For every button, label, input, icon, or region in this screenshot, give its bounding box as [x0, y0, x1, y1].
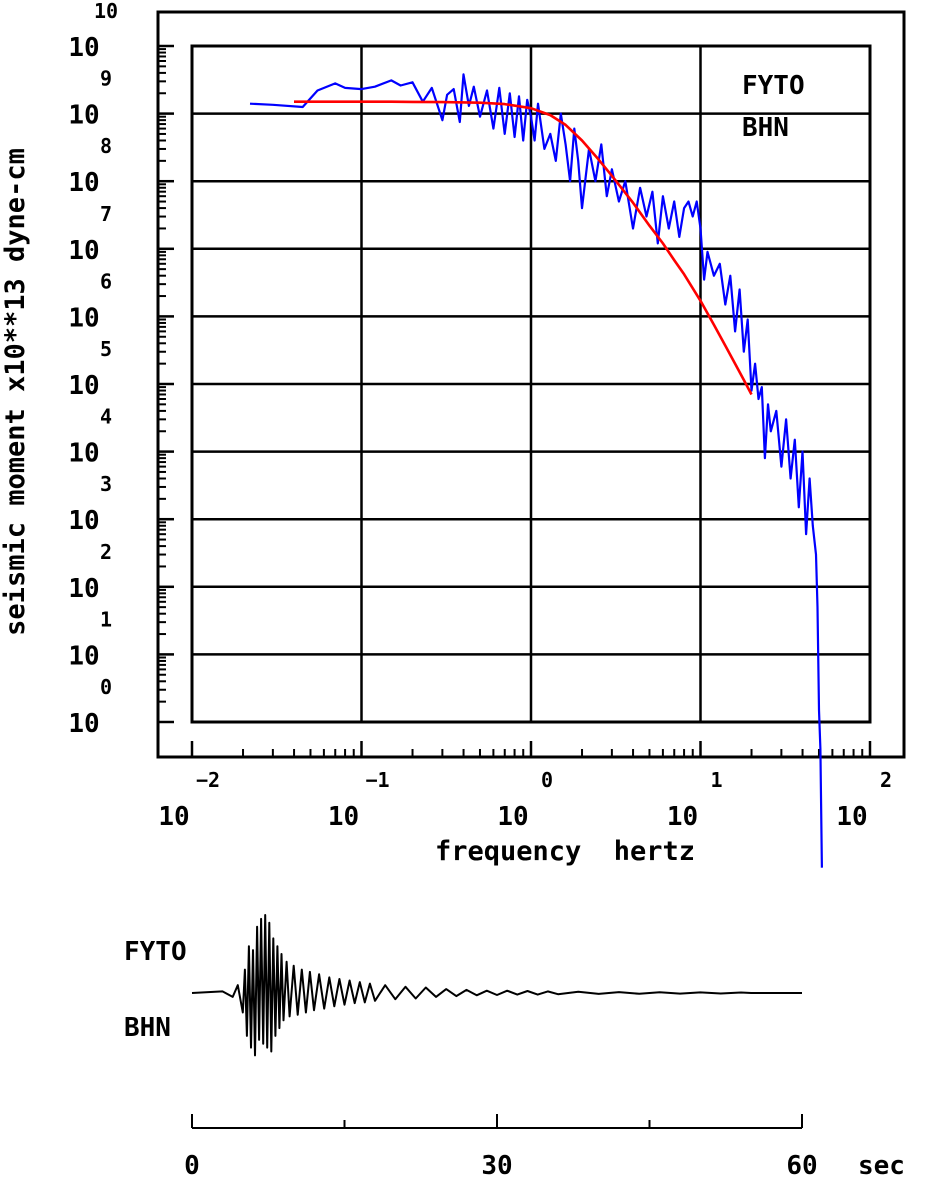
y-tick-exponent: 9: [100, 67, 112, 91]
y-tick-exponent: 2: [100, 540, 112, 564]
y-tick-exponent: 10: [94, 0, 118, 23]
y-tick-base: 10: [68, 371, 99, 401]
spectrum-x-axis-title: frequency hertz: [435, 836, 695, 867]
y-tick-base: 10: [68, 506, 99, 536]
y-tick-base: 10: [68, 641, 99, 671]
y-tick-base: 10: [68, 709, 99, 739]
y-tick-exponent: 5: [100, 337, 112, 361]
time-tick-label: 30: [481, 1151, 512, 1181]
y-tick-exponent: 3: [100, 472, 112, 496]
x-tick-base: 10: [497, 802, 528, 832]
y-tick-base: 10: [68, 101, 99, 131]
waveform-trace: [191, 914, 802, 1057]
y-tick-base: 10: [68, 574, 99, 604]
x-tick-exponent: −2: [196, 768, 220, 792]
time-tick-label: 0: [184, 1151, 200, 1181]
y-tick-base: 10: [68, 303, 99, 333]
y-tick-exponent: 6: [100, 269, 112, 293]
observed-spectrum-line: [249, 73, 823, 868]
spectrum-grid: [192, 46, 870, 722]
waveform-time-ticks: 0 30 60: [184, 1114, 818, 1181]
spectrum-series: [249, 73, 823, 868]
waveform-annotation-component: BHN: [124, 1013, 171, 1043]
time-tick-label: 60: [786, 1151, 817, 1181]
x-tick-exponent: 1: [710, 768, 722, 792]
y-tick-exponent: 4: [100, 405, 112, 429]
y-tick-exponent: 7: [100, 202, 112, 226]
y-tick-exponent: 1: [100, 607, 112, 631]
spectrum-annotation-component: BHN: [742, 113, 789, 143]
waveform-series: [191, 914, 802, 1057]
y-tick-base: 10: [68, 33, 99, 63]
spectrum-annotation-station: FYTO: [742, 71, 805, 101]
y-tick-exponent: 8: [100, 134, 112, 158]
waveform-chart: FYTO BHN 0 30 60 sec: [124, 914, 905, 1181]
spectrum-y-axis-title: seismic moment x10**13 dyne-cm: [0, 148, 31, 636]
y-tick-base: 10: [68, 168, 99, 198]
x-tick-exponent: 0: [541, 768, 553, 792]
y-tick-base: 10: [68, 236, 99, 266]
x-tick-base: 10: [328, 802, 359, 832]
y-tick-exponent: 0: [100, 675, 112, 699]
x-tick-base: 10: [836, 802, 867, 832]
x-tick-base: 10: [158, 802, 189, 832]
waveform-time-unit: sec: [858, 1151, 905, 1181]
x-tick-exponent: 2: [880, 768, 892, 792]
x-tick-exponent: −1: [365, 768, 389, 792]
x-tick-base: 10: [667, 802, 698, 832]
waveform-annotation-station: FYTO: [124, 937, 187, 967]
model-spectrum-line: [294, 100, 753, 396]
y-tick-base: 10: [68, 439, 99, 469]
